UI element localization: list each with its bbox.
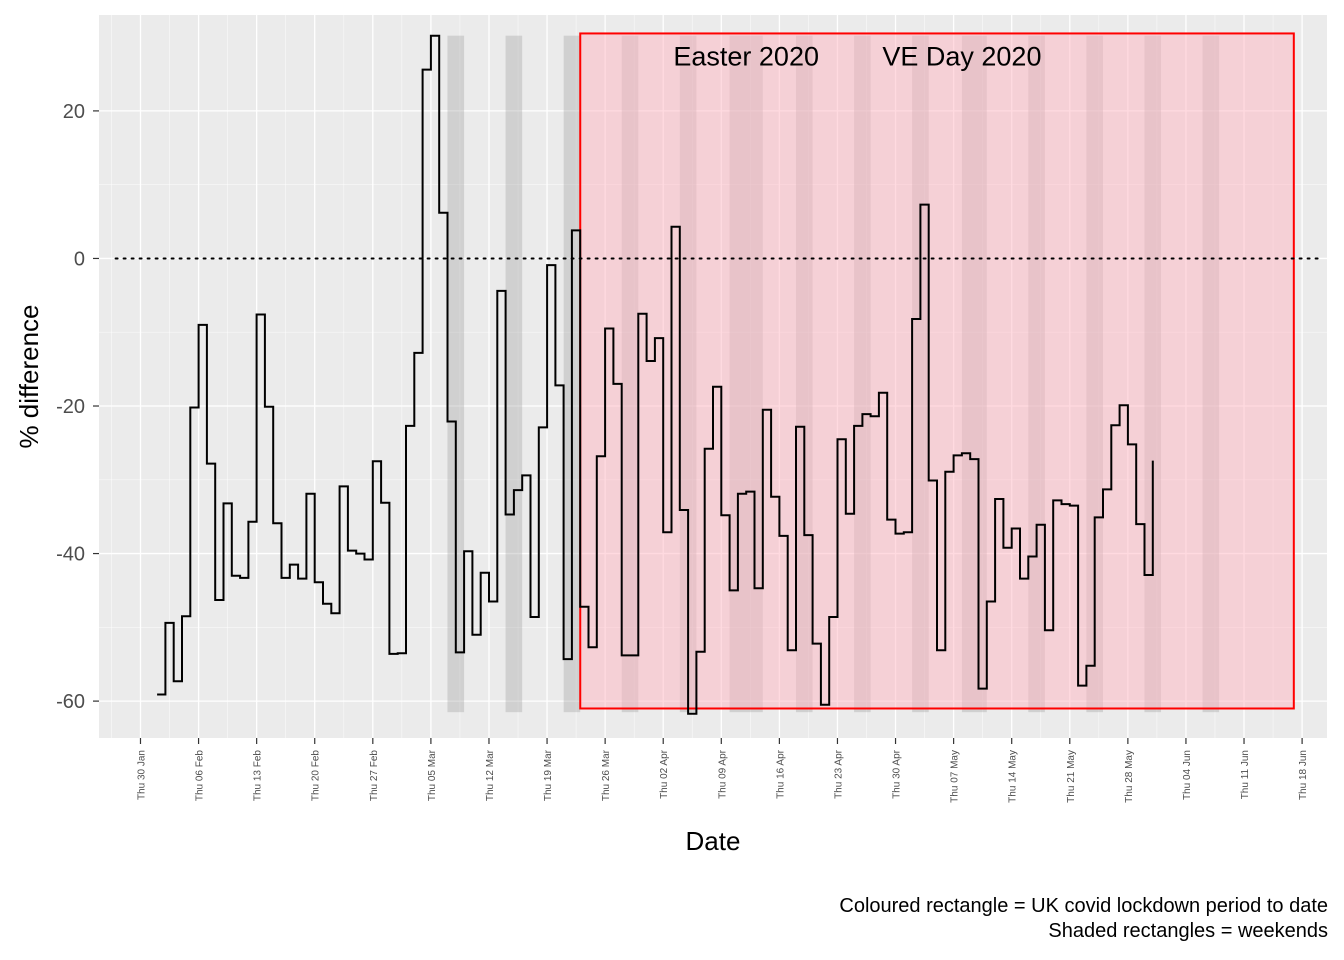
x-tick-label: Thu 28 May: [1124, 750, 1135, 803]
x-tick-label: Thu 23 Apr: [833, 749, 844, 799]
annotation-1: VE Day 2020: [882, 42, 1041, 72]
x-tick-label: Thu 13 Feb: [253, 750, 264, 802]
x-tick-label: Thu 02 Apr: [659, 749, 670, 799]
x-tick-label: Thu 20 Feb: [311, 750, 322, 802]
x-tick-label: Thu 11 Jun: [1240, 750, 1251, 799]
series-line: [157, 34, 1154, 715]
x-tick-label: Thu 04 Jun: [1182, 750, 1193, 800]
y-tick-label: -20: [56, 396, 85, 418]
y-tick-label: 0: [74, 248, 85, 270]
x-tick-label: Thu 21 May: [1066, 750, 1077, 803]
x-tick-label: Thu 09 Apr: [717, 749, 728, 799]
caption-line-1: Coloured rectangle = UK covid lockdown p…: [839, 895, 1328, 917]
y-tick-label: -40: [56, 544, 85, 566]
x-axis-title: Date: [686, 826, 741, 856]
x-tick-label: Thu 12 Mar: [485, 749, 496, 801]
x-tick-label: Thu 19 Mar: [543, 749, 554, 801]
x-tick-label: Thu 07 May: [950, 750, 961, 803]
caption-line-2: Shaded rectangles = weekends: [1048, 920, 1328, 942]
y-axis-title: % difference: [14, 304, 44, 448]
x-tick-label: Thu 05 Mar: [427, 749, 438, 801]
weekend-rect: [505, 35, 523, 713]
x-tick-label: Thu 06 Feb: [195, 750, 206, 802]
y-tick-label: -60: [56, 691, 85, 713]
x-tick-label: Thu 18 Jun: [1298, 750, 1309, 800]
annotation-0: Easter 2020: [673, 42, 819, 72]
x-tick-label: Thu 27 Feb: [369, 750, 380, 802]
x-tick-label: Thu 16 Apr: [775, 749, 786, 799]
weekend-rect: [447, 35, 465, 713]
x-axis: Thu 30 Jan Thu 06 Feb Thu 13 Feb Thu 20 Feb…: [136, 738, 1309, 803]
x-tick-label: Thu 14 May: [1008, 750, 1019, 803]
y-axis: -60 -40 -20 0 20: [56, 101, 99, 713]
x-tick-label: Thu 30 Jan: [136, 750, 147, 800]
annotations: Easter 2020 VE Day 2020: [673, 42, 1041, 72]
x-tick-label: Thu 26 Mar: [601, 749, 612, 801]
x-tick-label: Thu 30 Apr: [892, 749, 903, 799]
y-tick-label: 20: [63, 101, 85, 123]
